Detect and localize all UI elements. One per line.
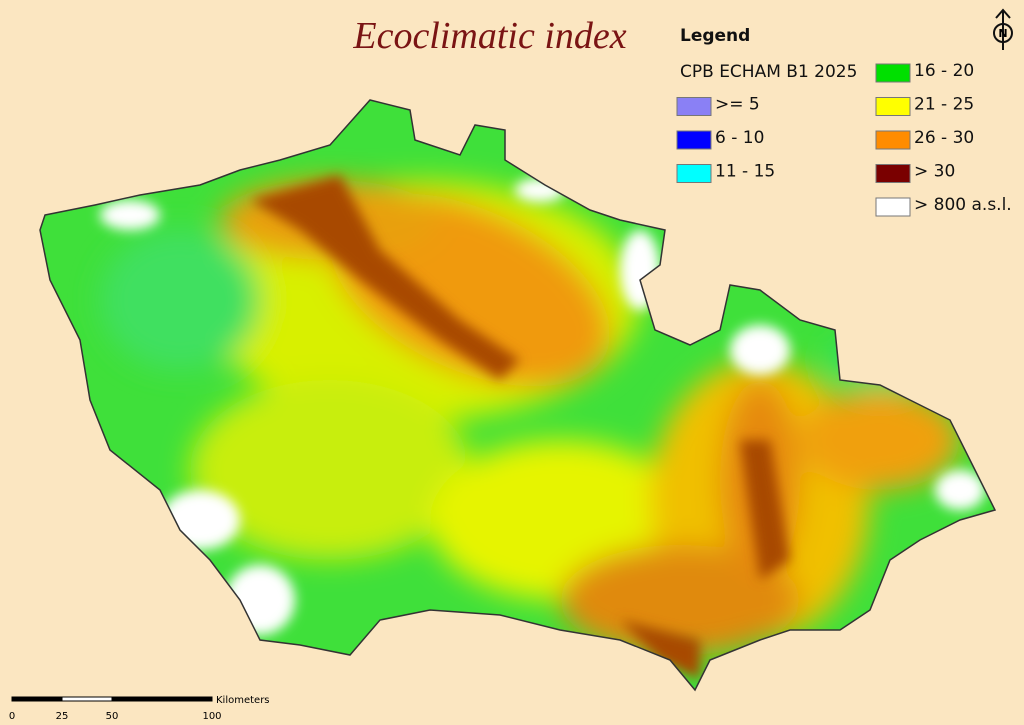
legend: >= 5 6 - 10 11 - 15 16 - 20 21 - 25 26 - 30 > … [676, 61, 1012, 217]
legend-label: 16 - 20 [914, 61, 974, 81]
scale-segment [111, 696, 213, 702]
legend-label: > 800 a.s.l. [914, 195, 1012, 215]
north-arrow [993, 8, 1013, 50]
country-border [39, 99, 997, 692]
legend-title: Legend [680, 26, 750, 46]
legend-swatch [875, 197, 911, 217]
legend-swatch [875, 130, 911, 150]
scale-segment [11, 696, 63, 702]
legend-label: 26 - 30 [914, 128, 974, 148]
scale-bar: 0 25 50 100 Kilometers [9, 695, 270, 722]
legend-label: >= 5 [715, 95, 760, 115]
scale-segment [61, 696, 113, 702]
map-title: Ecoclimatic index [352, 15, 626, 57]
legend-label: 11 - 15 [715, 162, 775, 182]
legend-label: 6 - 10 [715, 128, 764, 148]
legend-label: 21 - 25 [914, 95, 974, 115]
legend-swatch [676, 97, 712, 116]
legend-swatch [676, 164, 712, 183]
scale-tick-label: 25 [56, 711, 69, 722]
scale-tick-label: 50 [106, 711, 119, 722]
north-label: N [998, 27, 1007, 40]
scale-tick-label: 0 [9, 711, 15, 722]
scale-tick-label: 100 [202, 711, 221, 722]
legend-swatch [875, 97, 911, 116]
legend-swatch [875, 63, 911, 83]
scale-unit: Kilometers [216, 695, 270, 706]
legend-swatch [875, 164, 911, 183]
legend-swatch [676, 130, 712, 150]
legend-subtitle: CPB ECHAM B1 2025 [680, 62, 857, 82]
legend-label: > 30 [914, 162, 955, 182]
